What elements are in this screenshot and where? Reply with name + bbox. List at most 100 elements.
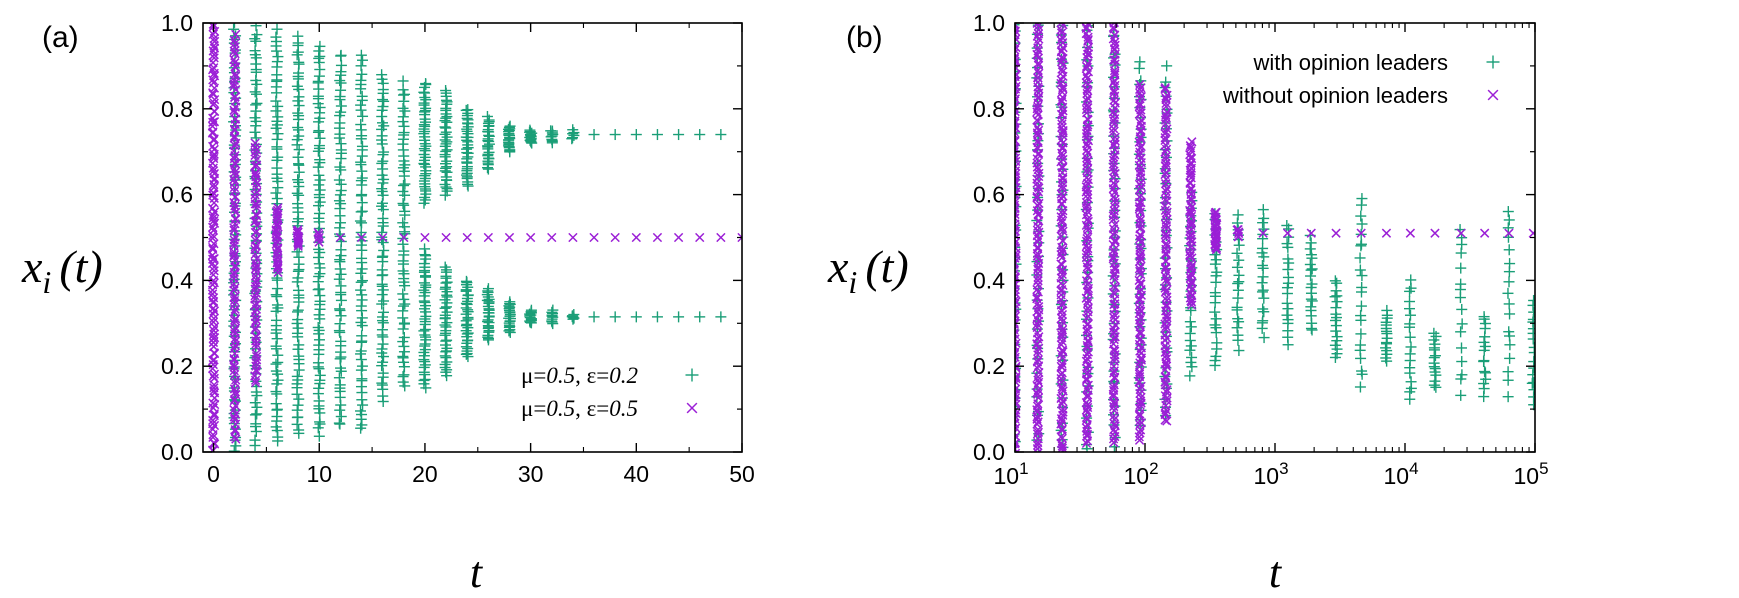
point (1015, 129, 1019, 140)
panel-b-axes: 0.0 0.2 0.4 0.6 0.8 1.0 101 102 103 104 105 (973, 10, 1549, 489)
point (1135, 278, 1145, 289)
point (715, 311, 727, 323)
point (335, 310, 347, 322)
point (397, 305, 409, 317)
point (251, 261, 261, 271)
point (1056, 35, 1066, 46)
point (230, 38, 240, 49)
panel-a-label: (a) (42, 21, 79, 54)
point (1161, 286, 1171, 296)
panel-a: (a) xi (t) t 0.0 0.2 0.4 0.6 0.8 1.0 0 10 20 30 40 5… (21, 10, 755, 597)
point (1108, 155, 1119, 165)
point (1404, 309, 1416, 321)
point (1033, 437, 1043, 448)
point (1231, 301, 1243, 313)
point (1282, 263, 1294, 275)
point (229, 153, 240, 164)
point (1135, 329, 1146, 339)
point (1210, 254, 1222, 266)
point (715, 129, 727, 141)
point (357, 275, 369, 287)
point (398, 268, 410, 280)
point (1056, 340, 1066, 350)
point (1502, 391, 1514, 403)
point (1108, 152, 1119, 162)
legend-series-1-label: μ=0.5, ε=0.2 (521, 363, 638, 388)
point (1160, 84, 1170, 94)
point (1231, 261, 1243, 273)
point (1356, 270, 1368, 282)
point (335, 268, 347, 280)
point (1185, 340, 1197, 352)
point (230, 378, 241, 388)
point (1136, 222, 1146, 233)
point (209, 239, 219, 249)
point (1503, 326, 1515, 338)
point (482, 283, 494, 295)
point (357, 54, 369, 66)
point (419, 243, 431, 255)
point (314, 229, 324, 240)
point (1306, 295, 1318, 307)
point (313, 45, 325, 57)
point (1355, 210, 1367, 222)
x-tick-label: 50 (729, 461, 755, 487)
point (567, 124, 579, 136)
point (1305, 249, 1317, 261)
point (249, 86, 261, 98)
point (230, 426, 240, 436)
point (1502, 222, 1514, 234)
point (355, 74, 367, 86)
point (1160, 83, 1170, 93)
point (1281, 238, 1293, 250)
point (1479, 318, 1491, 330)
point (398, 245, 410, 257)
point (462, 104, 474, 116)
legend-symbol-2 (686, 402, 698, 414)
point (1184, 370, 1196, 382)
point (1478, 355, 1490, 367)
point (1058, 407, 1068, 417)
point (398, 293, 410, 305)
y-tick-label: 0.0 (161, 439, 193, 465)
point (651, 129, 663, 141)
point (1082, 400, 1093, 410)
point (230, 62, 240, 72)
point (398, 317, 410, 329)
point (1135, 428, 1145, 438)
point (1015, 269, 1019, 279)
point (1056, 313, 1067, 323)
point (1305, 237, 1317, 249)
point (314, 369, 326, 381)
point (1136, 83, 1146, 93)
point (1033, 29, 1044, 39)
legend-series-2-label: μ=0.5, ε=0.5 (521, 396, 638, 421)
point (1033, 244, 1043, 254)
point (1428, 327, 1440, 339)
point (1210, 313, 1222, 325)
point (1185, 250, 1195, 260)
point (1455, 262, 1467, 274)
x-tick-label: 0 (207, 461, 220, 487)
point (1109, 327, 1119, 337)
point (1109, 248, 1119, 258)
point (441, 356, 453, 368)
point (1136, 108, 1146, 118)
point (356, 312, 368, 324)
point (1330, 302, 1342, 314)
point (1109, 206, 1119, 216)
point (1015, 91, 1019, 101)
point (1503, 244, 1515, 256)
point (1015, 338, 1021, 348)
point (1503, 276, 1515, 288)
point (1304, 243, 1316, 255)
point (1110, 235, 1120, 245)
point (1135, 147, 1145, 157)
point (250, 291, 260, 301)
point (335, 164, 347, 176)
point (1015, 371, 1021, 383)
point (1083, 156, 1093, 166)
point (293, 110, 305, 122)
point (1135, 411, 1145, 421)
point (1329, 339, 1341, 351)
